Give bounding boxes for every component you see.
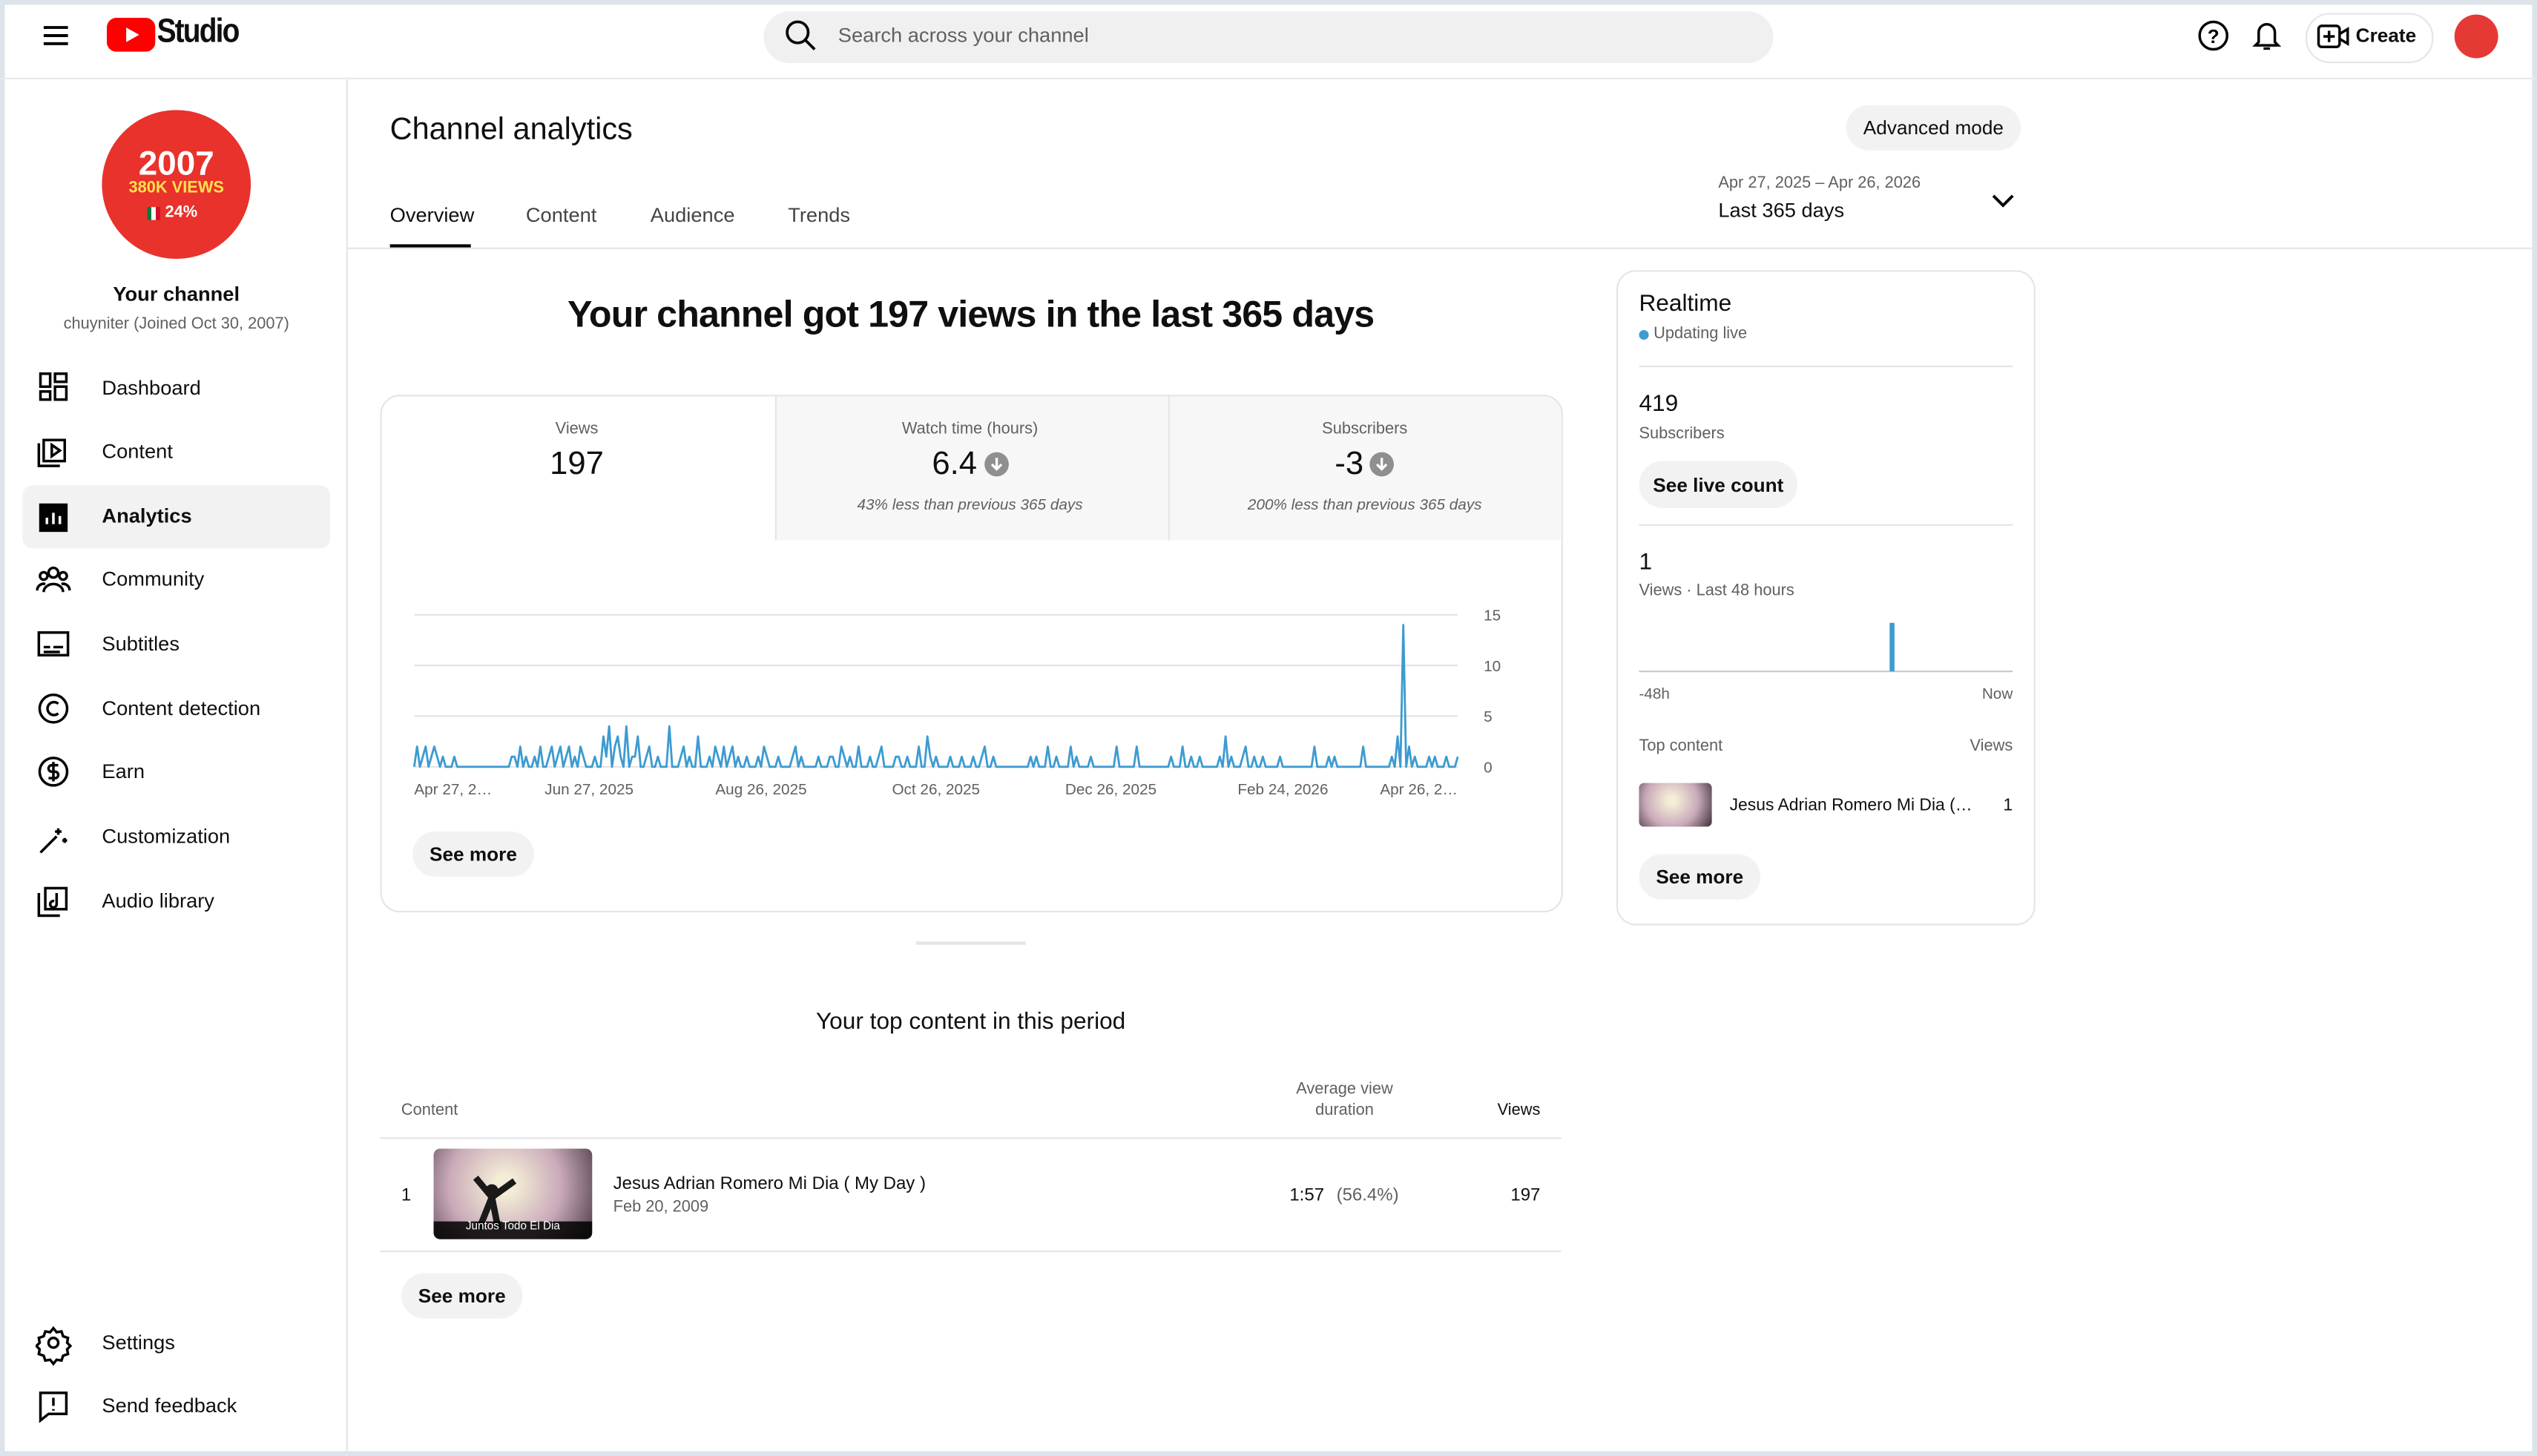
column-header: Content xyxy=(401,1101,458,1120)
tab[interactable]: Trends xyxy=(788,203,851,227)
live-dot xyxy=(1639,329,1649,340)
period[interactable]: Last 365 days xyxy=(1718,199,1845,222)
views-column-label: Views xyxy=(1970,737,2013,756)
metric-value: 197 xyxy=(550,446,604,482)
tab[interactable]: Content xyxy=(525,203,597,227)
logo-text: Studio xyxy=(157,13,240,50)
svg-text:?: ? xyxy=(2208,25,2220,47)
see-live-count-button[interactable]: See live count xyxy=(1639,461,1798,508)
top-content-label: Top content xyxy=(1639,737,1723,756)
realtime-content-views: 1 xyxy=(2003,796,2013,816)
see-more-button[interactable]: See more xyxy=(401,1273,523,1319)
row-rank: 1 xyxy=(401,1185,412,1205)
notifications-icon[interactable] xyxy=(2252,19,2282,52)
realtime-thumbnail[interactable] xyxy=(1639,783,1712,827)
metric-label: Views xyxy=(555,421,599,439)
search-placeholder: Search across your channel xyxy=(838,24,1089,47)
row-views: 197 xyxy=(1510,1185,1541,1205)
tab[interactable]: Audience xyxy=(650,203,735,227)
row-title[interactable]: Jesus Adrian Romero Mi Dia ( My Day ) xyxy=(613,1174,926,1194)
metric-value: 6.4 xyxy=(932,446,977,482)
see-more-button[interactable]: See more xyxy=(412,831,534,877)
search-icon xyxy=(786,20,816,50)
realtime-title: Realtime xyxy=(1639,291,1732,317)
header-border xyxy=(0,77,2537,79)
nav-item[interactable]: Customization xyxy=(102,825,231,848)
top-content-title: Your top content in this period xyxy=(815,1009,1126,1035)
channel-subtitle: chuyniter (Joined Oct 30, 2007) xyxy=(63,315,289,334)
avatar-year: 2007 xyxy=(138,145,214,183)
nav-icons xyxy=(35,372,73,1423)
period-chevron[interactable] xyxy=(1992,193,2015,209)
metric-note: 200% less than previous 365 days xyxy=(1247,496,1482,515)
realtime-content-title[interactable]: Jesus Adrian Romero Mi Dia ( My Day ) xyxy=(1729,796,1972,816)
headline: Your channel got 197 views in the last 3… xyxy=(567,292,1375,335)
subscriber-label: Subscribers xyxy=(1639,425,1725,444)
menu-icon[interactable] xyxy=(42,23,70,49)
thumb-caption: Juntos Todo El Dia xyxy=(465,1221,560,1233)
channel-avatar[interactable] xyxy=(102,110,251,259)
nav-item[interactable]: Send feedback xyxy=(102,1394,237,1417)
sidebar-border xyxy=(346,79,348,1456)
video-thumbnail[interactable] xyxy=(433,1148,593,1239)
realtime-views-label: Views · Last 48 hours xyxy=(1639,582,1794,601)
tab[interactable]: Overview xyxy=(389,203,475,227)
see-more-button[interactable]: See more xyxy=(1639,854,1761,900)
metric-label: Watch time (hours) xyxy=(901,421,1039,439)
metric-value: -3 xyxy=(1335,446,1364,482)
realtime-divider xyxy=(1639,524,2013,526)
nav-item[interactable]: Content xyxy=(102,440,173,463)
row-duration: 1:57 xyxy=(1289,1185,1325,1205)
metric-note: 43% less than previous 365 days xyxy=(857,496,1083,515)
nav-item[interactable]: Analytics xyxy=(102,504,192,528)
down-icon xyxy=(984,452,1009,477)
column-header: Average view duration xyxy=(1296,1080,1393,1120)
table-border xyxy=(380,1250,1562,1253)
advanced-mode-button[interactable]: Advanced mode xyxy=(1846,105,2021,151)
avatar-views: 380K VIEWS xyxy=(128,179,224,198)
column-header: Views xyxy=(1497,1101,1541,1120)
metric-label: Subscribers xyxy=(1322,421,1408,439)
realtime-divider xyxy=(1639,365,2013,368)
metric-divider xyxy=(1168,396,1170,541)
account-avatar[interactable] xyxy=(2454,14,2498,59)
section-divider xyxy=(915,941,1026,945)
nav-item[interactable]: Subtitles xyxy=(102,632,180,656)
channel-title: Your channel xyxy=(113,283,240,306)
page-title: Channel analytics xyxy=(389,113,633,148)
nav-item[interactable]: Dashboard xyxy=(102,377,201,400)
avatar-flag xyxy=(147,207,160,220)
metric-tabs-bg xyxy=(774,396,1562,541)
tab-underline xyxy=(389,244,471,248)
realtime-card xyxy=(1616,270,2036,926)
create-icon xyxy=(2317,24,2349,48)
row-duration-pct: (56.4%) xyxy=(1336,1185,1399,1205)
search-box[interactable] xyxy=(763,11,1774,64)
help-icon[interactable]: ? xyxy=(2197,19,2230,52)
realtime-status: Updating live xyxy=(1654,325,1748,343)
avatar-pct: 24% xyxy=(165,203,198,222)
overview-card xyxy=(380,395,1563,913)
date-range[interactable]: Apr 27, 2025 – Apr 26, 2026 xyxy=(1718,174,1921,193)
row-date: Feb 20, 2009 xyxy=(613,1199,709,1217)
logo-icon xyxy=(106,17,156,52)
nav-item[interactable]: Audio library xyxy=(102,889,214,913)
subscriber-count: 419 xyxy=(1639,391,1679,418)
create-label: Create xyxy=(2355,24,2417,47)
nav-item[interactable]: Earn xyxy=(102,760,145,783)
nav-item[interactable]: Content detection xyxy=(102,697,261,720)
realtime-views: 1 xyxy=(1639,550,1653,576)
nav-item[interactable]: Settings xyxy=(102,1331,175,1354)
table-border xyxy=(380,1137,1562,1139)
create-button[interactable] xyxy=(2306,13,2434,64)
down-icon xyxy=(1369,452,1395,477)
nav-active-bg xyxy=(22,485,330,549)
nav-item[interactable]: Community xyxy=(102,567,205,591)
tabs-border xyxy=(346,247,2537,249)
